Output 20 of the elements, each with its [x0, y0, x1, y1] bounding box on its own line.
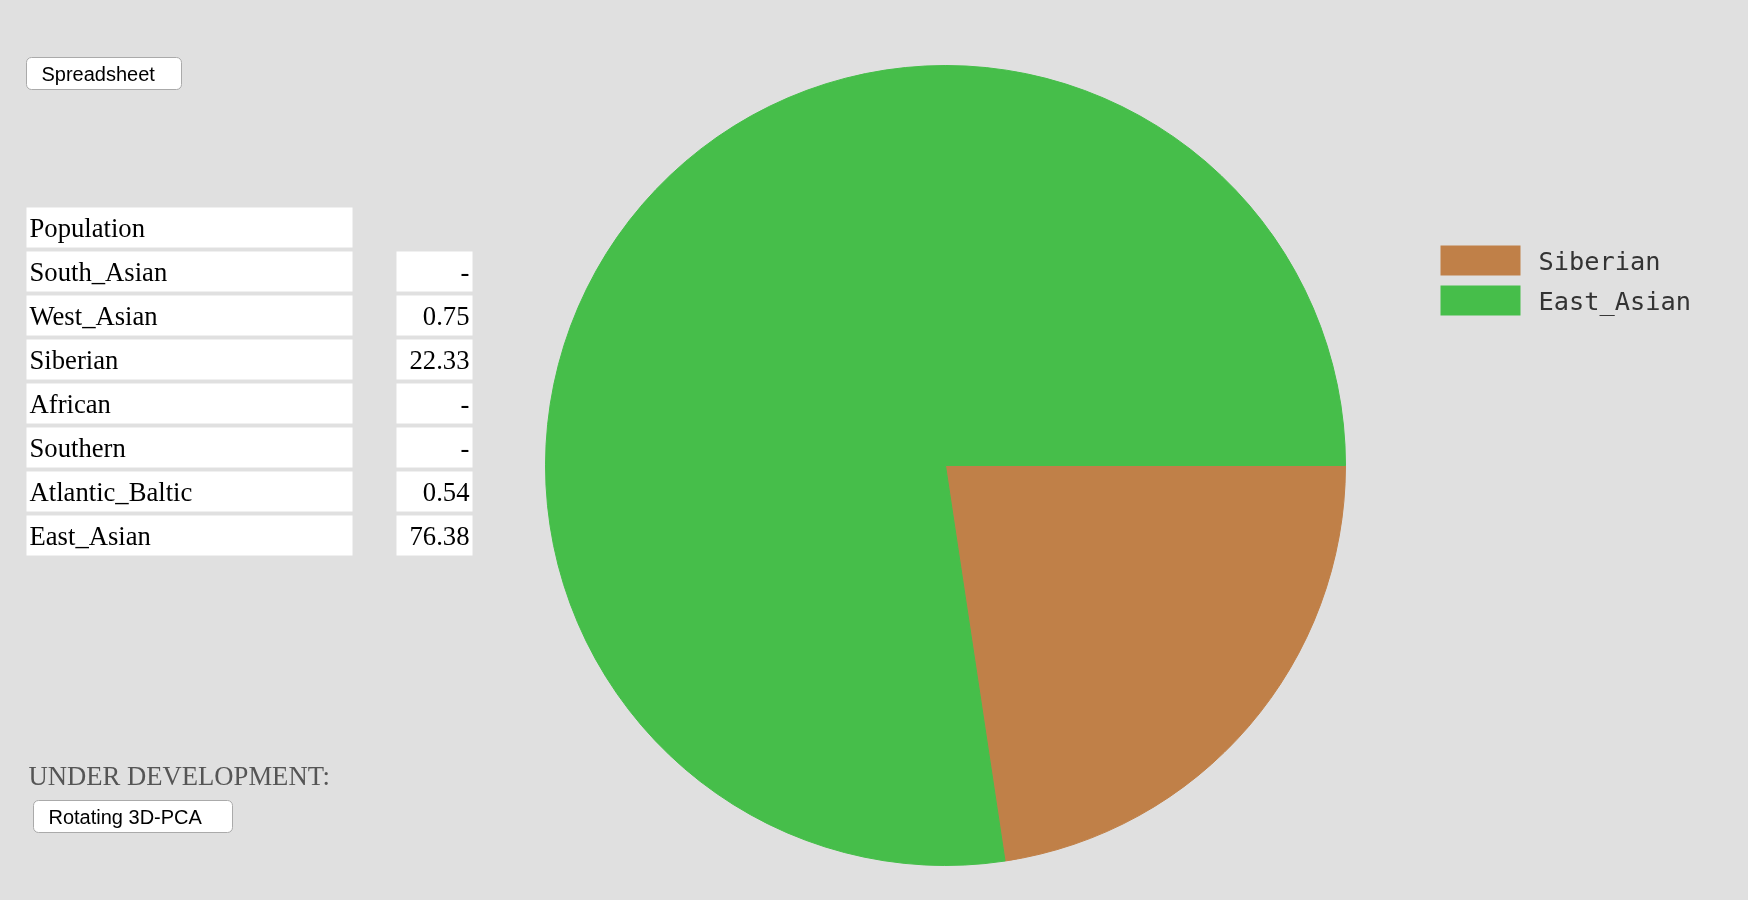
text: UNDER DEVELOPMENT:	[28, 760, 330, 791]
text: 76.38	[409, 520, 470, 551]
text: 22.33	[409, 344, 470, 375]
text: Rotating 3D-PCA	[48, 805, 203, 828]
text: 0.54	[422, 476, 470, 507]
category-label: Atlantic_Baltic	[29, 476, 193, 507]
category-label: South_Asian	[29, 256, 168, 287]
text: -	[460, 256, 470, 287]
legend-label: Siberian	[1538, 245, 1661, 276]
category-label: African	[29, 388, 111, 419]
legend-label: East_Asian	[1538, 285, 1691, 316]
text: Spreadsheet	[41, 62, 156, 85]
text: Population	[29, 212, 146, 243]
category-label: Southern	[29, 432, 126, 463]
category-label: East_Asian	[29, 520, 151, 551]
category-label: West_Asian	[29, 300, 158, 331]
text: -	[460, 432, 470, 463]
text: 0.75	[422, 300, 470, 331]
text: -	[460, 388, 470, 419]
category-label: Siberian	[29, 344, 119, 375]
